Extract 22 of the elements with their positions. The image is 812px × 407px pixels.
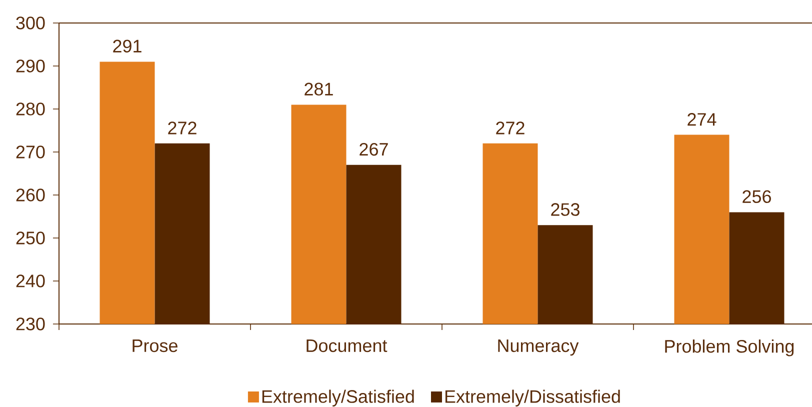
y-tick-label: 250 — [16, 232, 45, 244]
x-tick-label: Prose — [132, 340, 178, 352]
data-label: 267 — [360, 142, 388, 156]
data-label: 272 — [168, 122, 196, 134]
x-tick-label: Document — [306, 340, 388, 352]
y-tick-label: 300 — [16, 16, 45, 30]
y-tick-label: 270 — [16, 146, 45, 158]
data-label: 274 — [688, 113, 716, 126]
data-label: 256 — [742, 190, 771, 203]
data-label: 291 — [113, 40, 142, 52]
y-tick-label: 280 — [16, 102, 45, 116]
data-label: 253 — [551, 203, 580, 216]
y-tick-label: 260 — [16, 188, 45, 202]
x-tick-label: Problem Solving — [665, 340, 794, 356]
data-label: 272 — [496, 122, 524, 134]
y-tick-label: 240 — [16, 274, 45, 288]
legend-label: Extremely/Dissatisfied — [445, 390, 620, 406]
y-tick-label: 290 — [16, 60, 45, 72]
data-label: 281 — [304, 82, 333, 96]
legend-label: Extremely/Satisfied — [262, 390, 414, 406]
x-tick-label: Numeracy — [498, 340, 579, 356]
y-tick-label: 230 — [16, 318, 45, 330]
